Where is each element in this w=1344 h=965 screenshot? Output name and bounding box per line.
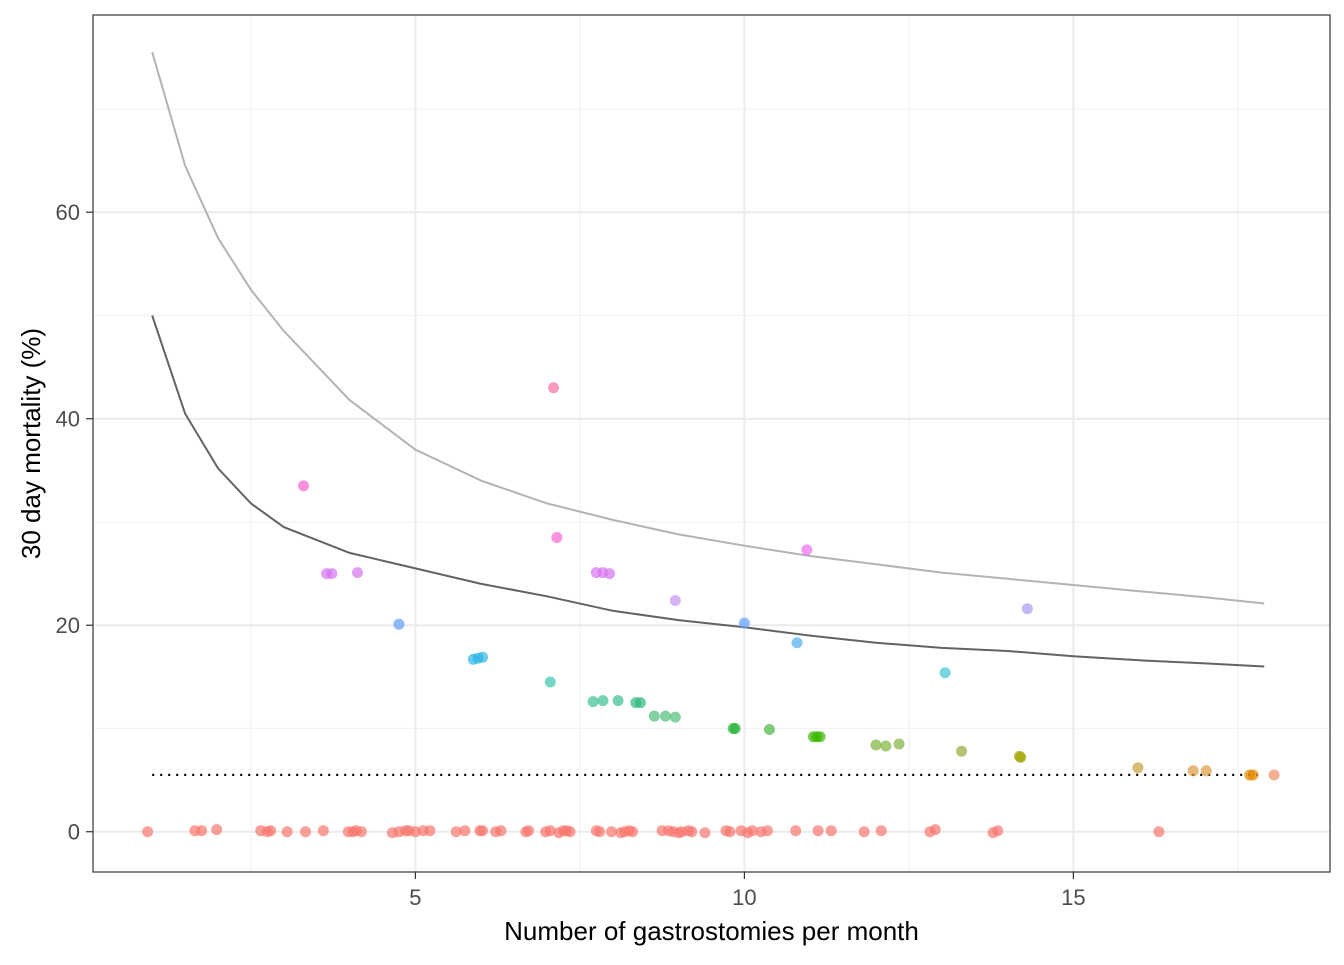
data-point [746,825,758,837]
y-axis-title: 30 day mortality (%) [16,328,46,559]
data-point [812,825,824,837]
data-point [265,825,277,837]
data-point [548,382,560,394]
y-tick-label: 0 [68,820,80,845]
y-tick-label: 60 [56,200,80,225]
data-point [992,825,1004,837]
data-point [724,826,736,838]
data-point [1015,751,1027,763]
data-point [875,825,887,837]
data-point [939,667,951,679]
x-axis-title: Number of gastrostomies per month [504,916,919,946]
data-point [587,696,599,708]
data-point [1153,826,1165,838]
data-point [1132,762,1144,774]
axis-ticks: 5 10 15 0 20 40 60 [56,200,1086,910]
data-point [763,724,775,736]
data-point [801,544,813,556]
y-tick-label: 40 [56,407,80,432]
data-point [495,825,507,837]
data-point [317,825,329,837]
data-point [281,826,293,838]
data-point [825,825,837,837]
data-point [544,676,556,688]
data-point [761,825,773,837]
data-point [298,480,310,492]
x-tick-label: 15 [1061,885,1085,910]
lower-control-limit-line [151,315,1265,668]
data-point [604,568,616,580]
data-point [544,825,556,837]
data-point [729,722,741,734]
data-point [870,739,882,751]
control-limit-lines [151,51,1265,777]
data-point [669,711,681,723]
data-point [594,826,606,838]
data-point [814,731,826,743]
data-point [659,710,671,722]
data-point [355,826,367,838]
panel-border [92,14,1331,873]
data-point [612,695,624,707]
data-point [893,738,905,750]
x-tick-label: 5 [409,885,421,910]
data-point [634,697,646,709]
data-point [211,824,223,836]
data-point [523,825,535,837]
data-point [1247,769,1259,781]
data-point [669,594,681,606]
data-point [929,824,941,836]
data-point [686,826,698,838]
data-point [858,826,870,838]
data-point [627,826,639,838]
data-points [142,382,1280,839]
data-point [326,568,338,580]
data-point [648,710,660,722]
data-point [1268,769,1280,781]
data-point [142,826,154,838]
x-tick-label: 10 [732,885,756,910]
data-point [564,826,576,838]
data-point [738,617,750,629]
data-point [551,531,563,543]
data-point [699,827,711,839]
data-point [791,637,803,649]
data-point [597,695,609,707]
grid [93,15,1330,872]
data-point [605,826,617,838]
data-point [790,825,802,837]
data-point [459,825,471,837]
data-point [477,651,489,663]
upper-control-limit-line [151,51,1265,605]
data-point [196,825,208,837]
y-tick-label: 20 [56,613,80,638]
data-point [393,618,405,630]
data-point [1187,765,1199,777]
data-point [352,567,364,579]
data-point [450,826,462,838]
data-point [1021,603,1033,615]
data-point [477,825,489,837]
data-point [956,745,968,757]
data-point [424,825,436,837]
data-point [880,740,892,752]
data-point [300,826,312,838]
data-point [1200,765,1212,777]
